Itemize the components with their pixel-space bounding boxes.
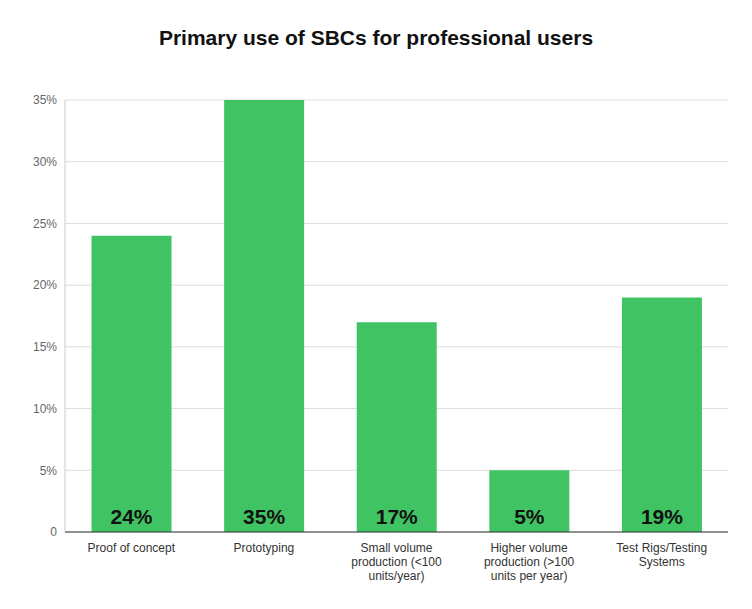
svg-text:Small volumeproduction (<100un: Small volumeproduction (<100units/year) <box>351 541 442 583</box>
svg-text:24%: 24% <box>111 505 153 528</box>
html-text:Primary use of SBCs for profes: Primary use of SBCs for professional use… <box>158 26 594 49</box>
svg-text:15%: 15% <box>33 340 57 354</box>
svg-text:5%: 5% <box>40 464 58 478</box>
svg-text:35%: 35% <box>33 93 57 107</box>
svg-text:5%: 5% <box>514 505 545 528</box>
svg-text:19%: 19% <box>641 505 683 528</box>
svg-text:25%: 25% <box>33 217 57 231</box>
svg-text:0: 0 <box>50 525 57 539</box>
svg-text:Prototyping: Prototyping <box>234 541 295 555</box>
svg-text:Higher volumeproduction (>100u: Higher volumeproduction (>100units per y… <box>484 541 575 583</box>
svg-text:20%: 20% <box>33 278 57 292</box>
svg-text:Test Rigs/TestingSystems: Test Rigs/TestingSystems <box>616 541 707 569</box>
svg-text:30%: 30% <box>33 155 57 169</box>
svg-text:17%: 17% <box>376 505 418 528</box>
svg-text:35%: 35% <box>243 505 285 528</box>
svg-text:Proof of concept: Proof of concept <box>88 541 176 555</box>
svg-text:10%: 10% <box>33 402 57 416</box>
